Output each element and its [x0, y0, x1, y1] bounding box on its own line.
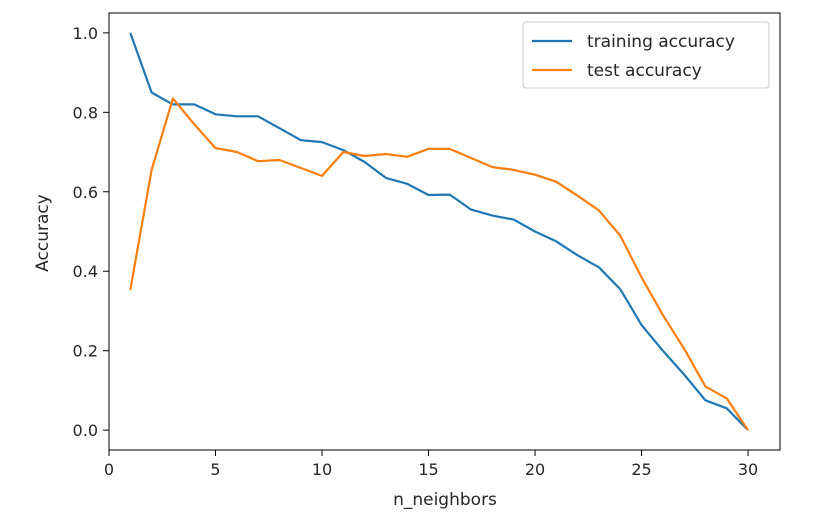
x-axis-label: n_neighbors [393, 490, 497, 510]
y-tick-label: 0.8 [73, 103, 98, 122]
y-tick-label: 1.0 [73, 24, 98, 43]
x-tick-label: 0 [104, 460, 114, 479]
plot-lines [129, 32, 749, 431]
x-tick-label: 15 [418, 460, 438, 479]
legend-label-test: test accuracy [587, 61, 702, 81]
series-line-test-accuracy [129, 97, 749, 431]
legend-box [522, 21, 770, 89]
x-tick-label: 25 [631, 460, 651, 479]
y-axis: 0.0 0.2 0.4 0.6 0.8 1.0 [73, 24, 109, 440]
legend-label-training: training accuracy [587, 32, 735, 52]
x-axis: 0 5 10 15 20 25 30 [104, 450, 758, 479]
y-tick-label: 0.4 [73, 262, 98, 281]
x-tick-label: 30 [738, 460, 758, 479]
y-axis-label: Accuracy [33, 194, 53, 272]
series-line-training-accuracy [129, 32, 749, 431]
x-tick-label: 5 [210, 460, 220, 479]
plot-frame [108, 12, 781, 451]
y-tick-label: 0.6 [73, 183, 98, 202]
legend: training accuracy test accuracy [522, 21, 770, 89]
x-tick-label: 20 [525, 460, 545, 479]
x-tick-label: 10 [312, 460, 332, 479]
y-tick-label: 0.2 [73, 342, 98, 361]
y-tick-label: 0.0 [73, 421, 98, 440]
